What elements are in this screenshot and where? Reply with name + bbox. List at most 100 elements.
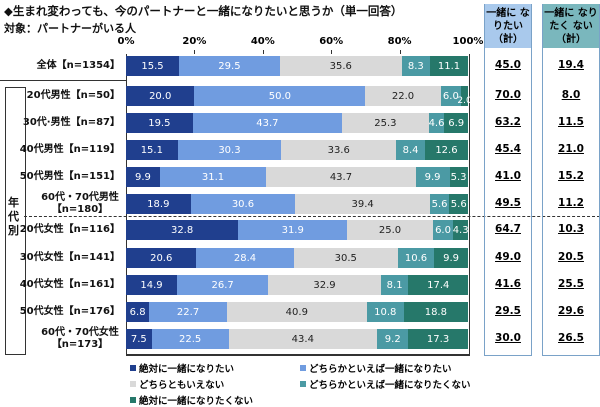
bar-segment: 6.0 [440,86,462,106]
bar-segment: 39.4 [295,194,431,214]
not-want-total-value: 19.4 [558,59,584,71]
bar-segment: 6.9 [444,113,468,133]
want-total-value: 45.4 [495,143,521,155]
bar-segment: 6.8 [126,302,150,322]
want-total-header: 一緒に なりたい （計） [485,4,531,48]
bar-segment: 14.9 [126,275,177,295]
category-label: 60代・70代女性 【n=173】 [41,327,119,350]
legend-swatch [300,381,306,387]
legend-item: どちらともいえない [130,377,224,391]
bar-segment: 12.6 [424,140,468,160]
not-want-total-value: 25.5 [558,278,584,290]
bar-segment: 28.4 [196,248,294,268]
bar-segment: 31.1 [159,167,267,187]
bar-segment: 22.0 [365,86,441,106]
category-label: 50代男性【n=151】 [19,171,120,182]
gridline [399,50,401,54]
category-label: 60代・70代男性 【n=180】 [41,192,119,215]
bar-segment: 18.9 [126,194,191,214]
legend-label: どちらともいえない [139,380,225,391]
bar-segment: 40.9 [226,302,367,322]
bar-segment: 43.7 [192,113,343,133]
bar-segment: 9.9 [434,248,468,268]
gridline [194,50,196,54]
group-label: 年代別 [8,196,19,237]
gridline [331,50,333,54]
x-tick-label: 20% [182,36,207,47]
gridline [262,50,264,54]
legend-label: どちらかといえば一緒になりたい [309,364,452,375]
bar-segment: 4.6 [429,113,444,133]
want-total-value: 63.2 [495,116,521,128]
bar-segment: 10.8 [366,302,404,322]
category-label: 40代男性【n=119】 [19,144,120,155]
x-tick-label: 100% [452,36,484,47]
legend-swatch [130,381,136,387]
bar-segment: 22.7 [149,302,227,322]
legend-item: どちらかといえば一緒になりたくない [300,377,471,391]
bar-segment: 9.9 [126,167,160,187]
not-want-total-value: 29.6 [558,305,584,317]
bar-segment: 7.5 [126,329,152,349]
bar-segment: 29.5 [179,56,280,76]
bar-segment: 2.0 [457,86,472,106]
dashed-divider [24,216,600,217]
legend-item: 絶対に一緒になりたい [130,361,234,375]
category-label: 40代女性【n=161】 [19,279,120,290]
legend-label: どちらかといえば一緒になりたくない [309,380,471,391]
bar-segment: 8.3 [401,56,431,76]
not-want-total-value: 26.5 [558,332,584,344]
bar-segment: 15.5 [126,56,179,76]
bar-segment: 25.3 [342,113,429,133]
want-total-value: 45.0 [495,59,521,71]
want-total-value: 49.5 [495,197,521,209]
category-label: 全体【n=1354】 [36,60,120,71]
category-label: 20代男性【n=50】 [26,90,120,101]
legend-item: 絶対に一緒になりたくない [130,393,253,407]
bar-segment: 43.4 [228,329,378,349]
bar-segment: 20.0 [126,86,195,106]
bar-segment: 25.0 [347,220,433,240]
legend-swatch [300,365,306,371]
not-want-total-value: 20.5 [558,251,584,263]
bar-segment: 11.1 [430,56,468,76]
legend-swatch [130,397,136,403]
x-tick-label: 0% [117,36,135,47]
bar-segment: 30.5 [293,248,398,268]
bar-segment: 18.8 [403,302,468,322]
want-total-value: 29.5 [495,305,521,317]
legend-label: 絶対に一緒になりたい [139,364,235,375]
bar-segment: 33.6 [281,140,397,160]
bar-segment: 30.3 [177,140,282,160]
category-label: 30代·男性【n=87】 [22,117,120,128]
bar-segment: 8.4 [396,140,425,160]
bar-segment: 32.9 [268,275,381,295]
legend-item: どちらかといえば一緒になりたい [300,361,452,375]
bar-segment: 9.9 [415,167,450,187]
bar-segment: 4.3 [453,220,469,240]
bar-segment: 5.6 [449,194,469,214]
want-total-value: 49.0 [495,251,521,263]
not-want-total-value: 21.0 [558,143,584,155]
bar-segment: 32.8 [126,220,239,240]
want-total-value: 41.0 [495,170,521,182]
want-total-value: 30.0 [495,332,521,344]
group-box [5,87,26,355]
x-tick-label: 80% [387,36,412,47]
not-want-total-value: 11.5 [558,116,584,128]
category-label: 30代女性【n=141】 [19,252,120,263]
legend-swatch [130,365,136,371]
bar-segment: 15.1 [126,140,178,160]
want-total-value: 64.7 [495,223,521,235]
bar-segment: 50.0 [194,86,366,106]
bar-segment: 22.5 [151,329,229,349]
bar-segment: 26.7 [176,275,269,295]
not-want-total-value: 8.0 [561,89,581,101]
legend-label: 絶対に一緒になりたくない [139,396,254,407]
not-want-total-value: 10.3 [558,223,584,235]
bar-segment: 6.0 [432,220,454,240]
bar-segment: 35.6 [279,56,402,76]
bar-segment: 8.1 [380,275,409,295]
bar-segment: 30.6 [190,194,296,214]
